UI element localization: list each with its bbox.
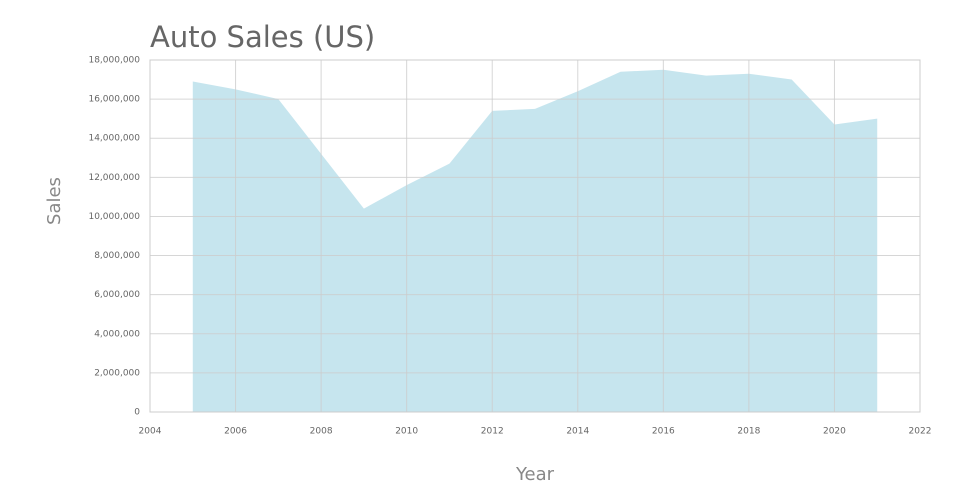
y-tick-label: 12,000,000: [88, 173, 140, 183]
y-tick-label: 14,000,000: [88, 134, 140, 144]
y-tick-label: 4,000,000: [94, 329, 140, 339]
x-axis-title: Year: [515, 464, 555, 485]
y-tick-label: 8,000,000: [94, 251, 140, 261]
x-tick-label: 2008: [310, 427, 333, 437]
x-tick-label: 2022: [909, 427, 932, 437]
x-tick-label: 2004: [139, 427, 162, 437]
area: [192, 69, 878, 413]
x-tick-label: 2012: [481, 427, 504, 437]
y-tick-label: 18,000,000: [88, 56, 140, 66]
y-tick-label: 10,000,000: [88, 212, 140, 222]
x-tick-label: 2020: [823, 427, 846, 437]
plot-frame: [149, 59, 921, 413]
y-tick-label: 2,000,000: [94, 368, 140, 378]
x-tick-label: 2018: [737, 427, 760, 437]
y-tick-label: 6,000,000: [94, 290, 140, 300]
x-tick-label: 2006: [224, 427, 247, 437]
chart-title: Auto Sales (US): [150, 20, 375, 54]
y-tick-label: 16,000,000: [88, 95, 140, 105]
x-tick-label: 2016: [652, 427, 675, 437]
y-axis-title: Sales: [44, 177, 65, 225]
y-tick-label: 0: [134, 408, 140, 418]
x-tick-label: 2014: [566, 427, 589, 437]
x-tick-label: 2010: [395, 427, 418, 437]
